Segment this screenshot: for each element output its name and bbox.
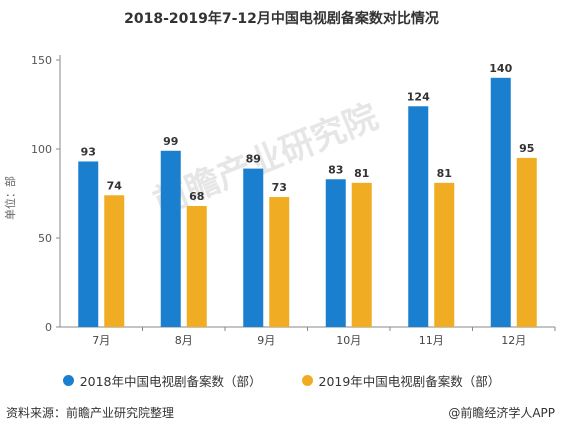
data-label: 81: [437, 167, 452, 180]
bar-2018: [490, 77, 511, 327]
data-label: 95: [519, 142, 534, 155]
source-note: 资料来源：前瞻产业研究院整理: [6, 406, 175, 420]
bars: [78, 77, 537, 327]
x-tick-label: 12月: [501, 334, 526, 347]
legend-dot-2018: [62, 375, 74, 386]
bar-2019: [104, 195, 125, 327]
bar-2019: [351, 182, 372, 327]
data-label: 89: [246, 153, 261, 166]
y-tick-label: 100: [31, 143, 52, 156]
x-tick-label: 9月: [257, 334, 275, 347]
legend-dot-2019: [301, 375, 313, 386]
y-tick-label: 50: [38, 232, 52, 245]
x-tick-label: 10月: [336, 334, 361, 347]
bar-2019: [516, 157, 537, 327]
bar-2019: [186, 205, 207, 327]
y-axis-label: 单位：部: [3, 176, 17, 220]
y-tick-label: 150: [31, 54, 52, 67]
data-label: 74: [107, 179, 123, 192]
axes: 0 50 100 150 7月 8月 9月 10月 11月 12月: [31, 54, 556, 347]
data-labels: 93 74 99 68 89 73 83 81 124 81 140 95: [81, 62, 535, 203]
bar-2018: [160, 150, 181, 327]
data-label: 93: [81, 145, 96, 158]
bar-2018: [325, 179, 346, 327]
legend-item-2018: 2018年中国电视剧备案数（部）: [62, 371, 262, 390]
bar-2018: [243, 168, 264, 327]
x-tick-label: 8月: [175, 334, 193, 347]
data-label: 68: [189, 190, 204, 203]
legend-label-2019: 2019年中国电视剧备案数（部）: [318, 374, 501, 389]
x-tick-label: 7月: [92, 334, 110, 347]
brand-credit: @前瞻经济学人APP: [448, 406, 555, 420]
bar-2019: [269, 197, 290, 327]
bar-2019: [434, 182, 455, 327]
legend-label-2018: 2018年中国电视剧备案数（部）: [79, 374, 262, 389]
legend-item-2019: 2019年中国电视剧备案数（部）: [301, 371, 501, 390]
chart-title: 2018-2019年7-12月中国电视剧备案数对比情况: [124, 11, 439, 27]
y-tick-label: 0: [45, 321, 52, 334]
data-label: 140: [489, 62, 512, 75]
x-tick-label: 11月: [419, 334, 444, 347]
watermark: 前瞻产业研究院: [148, 97, 384, 223]
legend: 2018年中国电视剧备案数（部） 2019年中国电视剧备案数（部）: [0, 371, 563, 390]
bar-2018: [78, 161, 99, 327]
data-label: 99: [163, 135, 178, 148]
data-label: 73: [272, 181, 287, 194]
data-label: 124: [407, 90, 430, 103]
data-label: 83: [328, 163, 343, 176]
bar-chart: 前瞻产业研究院 0 50 100 150 7月 8月 9月 10月 11月 12月 93 74 99 6…: [3, 54, 556, 347]
bar-2018: [408, 106, 429, 327]
data-label: 81: [354, 167, 369, 180]
